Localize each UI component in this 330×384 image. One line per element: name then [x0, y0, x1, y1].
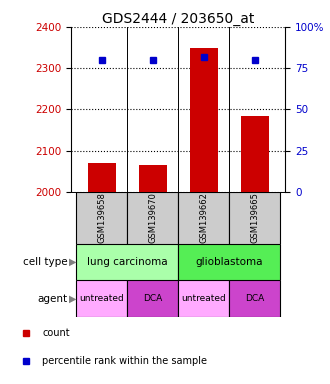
- Text: agent: agent: [38, 293, 68, 304]
- Bar: [76, 192, 127, 244]
- Text: DCA: DCA: [143, 294, 162, 303]
- Text: percentile rank within the sample: percentile rank within the sample: [42, 356, 207, 366]
- Text: cell type: cell type: [23, 257, 68, 267]
- Text: ▶: ▶: [69, 293, 77, 304]
- Bar: [229, 280, 280, 317]
- Bar: [229, 192, 280, 244]
- Bar: [241, 116, 269, 192]
- Bar: [127, 192, 178, 244]
- Text: lung carcinoma: lung carcinoma: [87, 257, 167, 267]
- Text: count: count: [42, 328, 70, 338]
- Text: untreated: untreated: [182, 294, 226, 303]
- Text: GSM139658: GSM139658: [97, 192, 106, 243]
- Text: ▶: ▶: [69, 257, 77, 267]
- Bar: [76, 280, 127, 317]
- Bar: [178, 244, 280, 280]
- Bar: [127, 280, 178, 317]
- Text: untreated: untreated: [79, 294, 124, 303]
- Bar: [87, 163, 116, 192]
- Text: DCA: DCA: [245, 294, 264, 303]
- Bar: [178, 192, 229, 244]
- Bar: [190, 48, 218, 192]
- Bar: [178, 280, 229, 317]
- Title: GDS2444 / 203650_at: GDS2444 / 203650_at: [102, 12, 254, 26]
- Text: GSM139665: GSM139665: [250, 192, 259, 243]
- Bar: [76, 244, 178, 280]
- Text: GSM139670: GSM139670: [148, 192, 157, 243]
- Text: GSM139662: GSM139662: [199, 192, 208, 243]
- Bar: [139, 165, 167, 192]
- Text: glioblastoma: glioblastoma: [195, 257, 263, 267]
